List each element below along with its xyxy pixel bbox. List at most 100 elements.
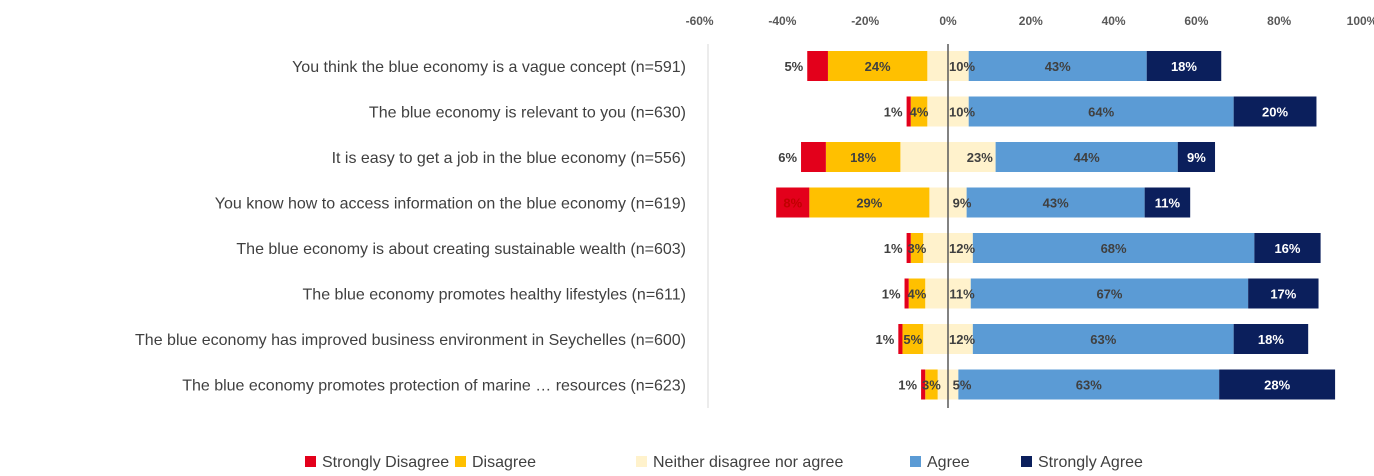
bar-segment: [972, 324, 1234, 354]
data-label: 4%: [908, 287, 927, 302]
data-label: 29%: [856, 196, 882, 211]
category-label: The blue economy promotes healthy lifest…: [303, 287, 686, 304]
data-label: 9%: [953, 196, 972, 211]
data-label: 18%: [1258, 332, 1284, 347]
data-label: 64%: [1088, 105, 1114, 120]
data-label: 11%: [1155, 196, 1181, 211]
bar-segment: [958, 369, 1220, 400]
data-label: 12%: [949, 241, 975, 256]
x-tick-label: -40%: [768, 14, 796, 28]
bar-segment: [910, 233, 924, 263]
data-label: 17%: [1270, 287, 1296, 302]
bar-segment: [972, 233, 1255, 263]
data-label: 1%: [898, 378, 917, 393]
legend-label: Strongly Disagree: [322, 454, 449, 471]
data-label: 63%: [1090, 332, 1116, 347]
axis-layer: -60% -40% -20% 0% 20% 40% 60% 80% 100%: [686, 14, 1374, 408]
bar-segment: [910, 96, 928, 127]
legend-swatch: [636, 456, 647, 467]
data-label: 1%: [884, 105, 903, 120]
legend-swatch: [1021, 456, 1032, 467]
bars-layer: [776, 51, 1336, 400]
data-label: 3%: [908, 241, 927, 256]
data-label: 68%: [1101, 241, 1127, 256]
x-tick-label: 60%: [1184, 14, 1208, 28]
legend-label: Strongly Agree: [1038, 454, 1143, 471]
bar-segment: [995, 142, 1178, 172]
data-label: 4%: [910, 105, 929, 120]
data-label: 8%: [783, 196, 802, 211]
category-label: You know how to access information on th…: [215, 196, 686, 213]
bar-segment: [921, 369, 926, 400]
bar-segment: [1144, 187, 1191, 218]
bar-segment: [1177, 142, 1216, 172]
bar-segment: [827, 51, 928, 81]
data-label: 5%: [903, 332, 922, 347]
category-label: The blue economy is about creating susta…: [236, 241, 686, 258]
bar-segment: [1248, 278, 1319, 309]
bar-segment: [904, 278, 909, 309]
data-label: 16%: [1274, 241, 1300, 256]
data-label: 1%: [882, 287, 901, 302]
bar-segment: [908, 278, 926, 309]
data-label: 67%: [1096, 287, 1122, 302]
data-label: 5%: [953, 378, 972, 393]
legend-swatch: [910, 456, 921, 467]
x-tick-label: 100%: [1347, 14, 1374, 28]
bar-segment: [1146, 51, 1222, 81]
bar-segment: [968, 96, 1234, 127]
bar-segment: [906, 233, 911, 263]
bar-segment: [825, 142, 901, 172]
x-tick-label: 0%: [939, 14, 957, 28]
legend-label: Neither disagree nor agree: [653, 454, 843, 471]
data-label: 6%: [778, 150, 797, 165]
data-label: 10%: [949, 59, 975, 74]
data-label: 23%: [967, 150, 993, 165]
category-label: The blue economy is relevant to you (n=6…: [369, 105, 686, 122]
category-label: You think the blue economy is a vague co…: [292, 59, 686, 76]
x-tick-label: 80%: [1267, 14, 1291, 28]
data-label: 12%: [949, 332, 975, 347]
legend-swatch: [305, 456, 316, 467]
legend: Strongly Disagree Disagree Neither disagre…: [305, 454, 1143, 471]
bar-segment: [1233, 324, 1309, 354]
labels-layer: You think the blue economy is a vague co…: [135, 44, 1301, 408]
bar-segment: [1233, 96, 1317, 127]
data-label: 20%: [1262, 105, 1288, 120]
data-label: 1%: [884, 241, 903, 256]
data-label: 10%: [949, 105, 975, 120]
data-label: 9%: [1187, 150, 1206, 165]
x-tick-label: 40%: [1102, 14, 1126, 28]
data-label: 11%: [949, 287, 975, 302]
category-label: The blue economy has improved business e…: [135, 332, 686, 349]
data-label: 1%: [876, 332, 895, 347]
category-label: The blue economy promotes protection of …: [182, 378, 686, 395]
data-label: 18%: [1171, 59, 1197, 74]
data-label: 44%: [1074, 150, 1100, 165]
category-label: It is easy to get a job in the blue econ…: [332, 150, 686, 167]
data-label: 28%: [1264, 378, 1290, 393]
bar-segment: [968, 51, 1147, 81]
bar-segment: [1254, 233, 1321, 263]
data-label: 63%: [1076, 378, 1102, 393]
bar-segment: [966, 187, 1145, 218]
legend-swatch: [455, 456, 466, 467]
bar-segment: [925, 369, 938, 400]
x-tick-label: -60%: [686, 14, 714, 28]
data-label: 18%: [850, 150, 876, 165]
x-tick-label: 20%: [1019, 14, 1043, 28]
data-label: 24%: [865, 59, 891, 74]
bar-segment: [906, 96, 911, 127]
legend-label: Disagree: [472, 454, 536, 471]
bar-segment: [902, 324, 924, 354]
data-label: 43%: [1045, 59, 1071, 74]
bar-segment: [776, 187, 810, 218]
data-label: 3%: [922, 378, 941, 393]
bar-segment: [807, 51, 828, 81]
bar-segment: [809, 187, 930, 218]
x-tick-label: -20%: [851, 14, 879, 28]
data-label: 43%: [1043, 196, 1069, 211]
data-label: 5%: [784, 59, 803, 74]
bar-segment: [1219, 369, 1336, 400]
